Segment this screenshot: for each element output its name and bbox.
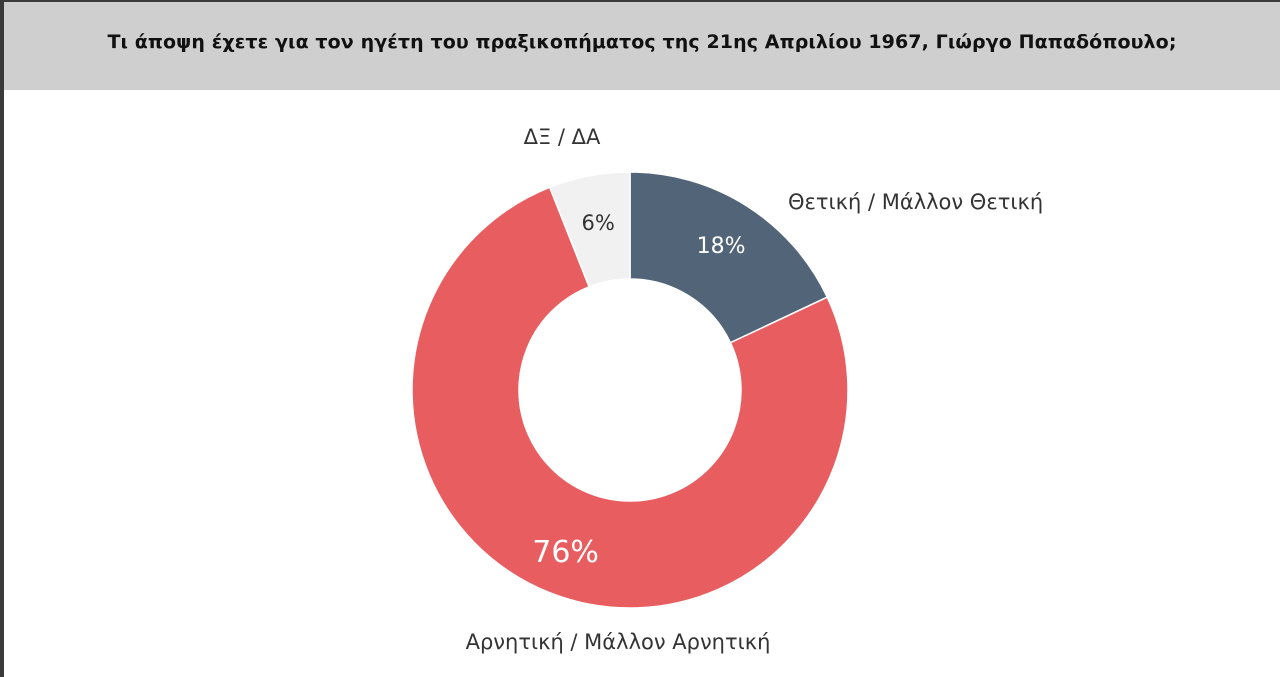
- chart-frame: Τι άποψη έχετε για τον ηγέτη του πραξικο…: [4, 2, 1280, 677]
- category-label-positive: Θετική / Μάλλον Θετική: [788, 190, 1043, 214]
- category-label-negative: Αρνητική / Μάλλον Αρνητική: [466, 630, 771, 654]
- value-label-negative: 76%: [532, 535, 599, 570]
- value-labels: 18% 76% 6%: [532, 211, 745, 570]
- slice-positive: [629, 171, 829, 344]
- category-label-dk-na: ΔΞ / ΔΑ: [524, 125, 601, 149]
- value-label-positive: 18%: [697, 234, 746, 259]
- value-label-dk-na: 6%: [581, 211, 614, 235]
- donut-chart: 18% 76% 6% Θετική / Μάλλον Θετική Αρνητική…: [411, 125, 1043, 654]
- chart-title: Τι άποψη έχετε για τον ηγέτη του πραξικο…: [107, 31, 1177, 53]
- title-bar: Τι άποψη έχετε για τον ηγέτη του πραξικο…: [4, 2, 1280, 90]
- slice-dk-na: [548, 171, 631, 288]
- donut-slices: [411, 171, 849, 609]
- slice-negative: [411, 186, 849, 609]
